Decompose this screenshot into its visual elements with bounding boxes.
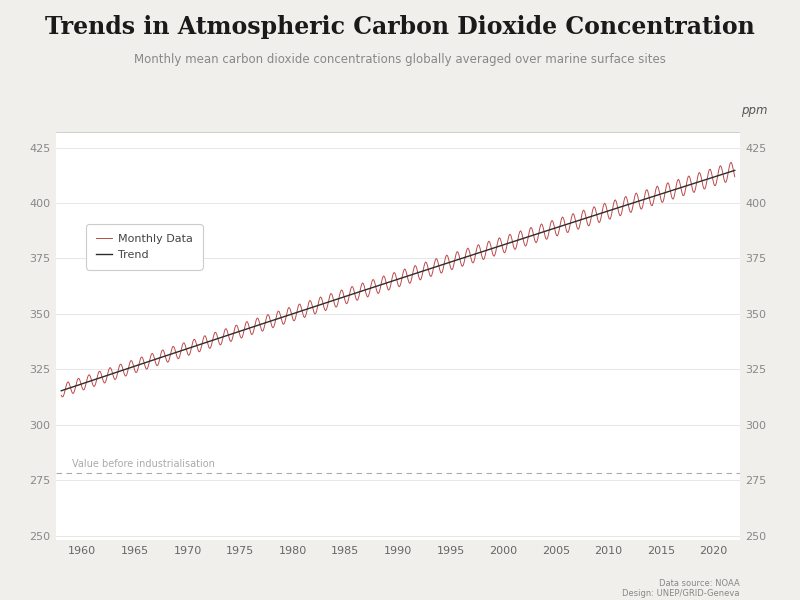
Trend bbox=[730, 167, 739, 174]
Monthly Data bbox=[294, 302, 303, 310]
Monthly Data bbox=[506, 232, 516, 239]
Text: Trends in Atmospheric Carbon Dioxide Concentration: Trends in Atmospheric Carbon Dioxide Con… bbox=[45, 15, 755, 39]
Trend bbox=[318, 300, 328, 307]
Monthly Data bbox=[730, 173, 739, 181]
Trend bbox=[259, 320, 269, 327]
Monthly Data bbox=[726, 159, 736, 166]
Line: Monthly Data: Monthly Data bbox=[62, 163, 734, 397]
Trend bbox=[135, 361, 145, 368]
Text: ppm: ppm bbox=[742, 104, 768, 117]
Trend bbox=[505, 239, 514, 246]
Line: Trend: Trend bbox=[62, 170, 734, 391]
Trend bbox=[467, 251, 477, 259]
Monthly Data bbox=[136, 353, 146, 361]
Trend bbox=[293, 308, 302, 316]
Text: Data source: NOAA
Design: UNEP/GRID-Geneva: Data source: NOAA Design: UNEP/GRID-Gene… bbox=[622, 579, 740, 598]
Monthly Data bbox=[58, 393, 67, 400]
Text: Value before industrialisation: Value before industrialisation bbox=[72, 459, 214, 469]
Monthly Data bbox=[468, 259, 478, 266]
Monthly Data bbox=[57, 392, 66, 399]
Monthly Data bbox=[260, 320, 270, 328]
Monthly Data bbox=[319, 303, 329, 310]
Trend bbox=[57, 387, 66, 394]
Text: Monthly mean carbon dioxide concentrations globally averaged over marine surface: Monthly mean carbon dioxide concentratio… bbox=[134, 53, 666, 66]
Legend: Monthly Data, Trend: Monthly Data, Trend bbox=[89, 227, 199, 266]
